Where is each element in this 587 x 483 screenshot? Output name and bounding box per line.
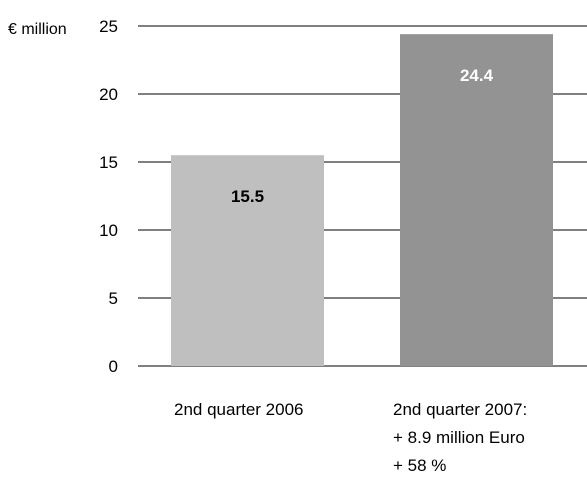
category-name: 2nd quarter 2006 — [174, 400, 304, 419]
y-tick-label: 10 — [99, 221, 118, 240]
bar — [171, 155, 324, 366]
data-label: 15.5 — [231, 187, 264, 206]
y-tick-label: 15 — [99, 153, 118, 172]
y-tick-labels: 0 5 10 15 20 25 — [99, 17, 118, 376]
y-tick-label: 25 — [99, 17, 118, 36]
data-labels: 15.5 24.4 — [231, 66, 494, 206]
y-tick-label: 0 — [109, 357, 118, 376]
bar — [400, 34, 553, 366]
category-note: + 58 % — [393, 456, 447, 475]
data-label: 24.4 — [460, 66, 494, 85]
category-name: 2nd quarter 2007: — [393, 400, 528, 419]
y-unit-label: € million — [8, 21, 67, 38]
category-label: 2nd quarter 2006 — [174, 396, 304, 424]
category-label: 2nd quarter 2007: + 8.9 million Euro + 5… — [393, 396, 527, 480]
category-note: + 8.9 million Euro — [393, 428, 525, 447]
y-tick-label: 5 — [109, 289, 118, 308]
y-tick-label: 20 — [99, 85, 118, 104]
bars — [171, 34, 553, 366]
